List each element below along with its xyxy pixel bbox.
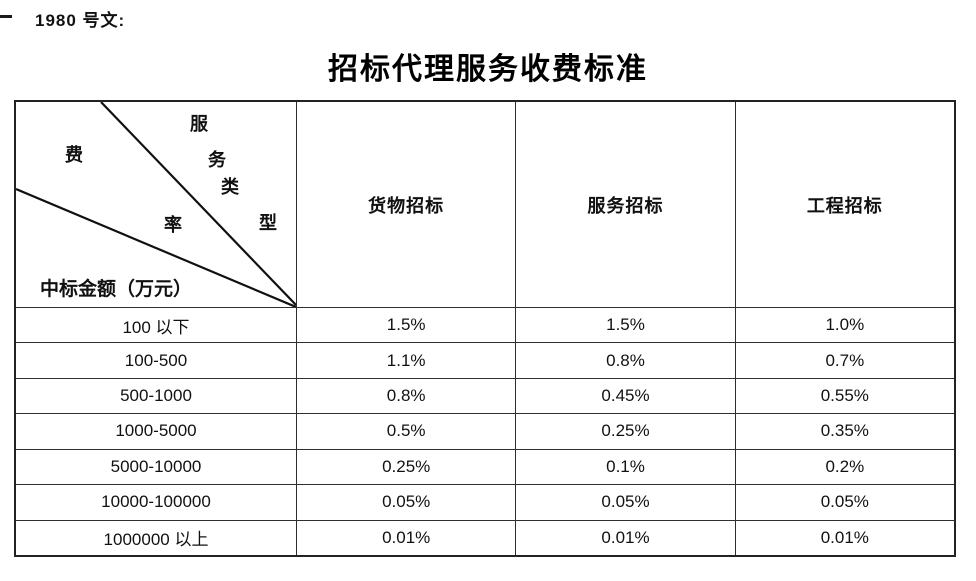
fee-cell: 1.5%	[296, 307, 516, 343]
fee-cell: 0.25%	[296, 448, 516, 485]
fee-cell: 0.2%	[734, 448, 954, 485]
fee-cell: 0.25%	[515, 413, 735, 449]
corner-label-service-char-4: 型	[259, 213, 277, 233]
column-header-engineering: 工程招标	[734, 102, 954, 307]
row-range: 100 以下	[16, 307, 296, 342]
fee-cell: 0.55%	[734, 377, 954, 414]
fee-cell: 0.7%	[734, 342, 954, 378]
corner-amount-label: 中标金额（万元）	[40, 279, 193, 300]
fee-cell: 0.01%	[515, 519, 735, 555]
diagonal-corner-cell: 费 率 服 务 类 型 中标金额（万元）	[16, 102, 296, 307]
column-header-service: 服务招标	[515, 102, 734, 307]
corner-label-service-char-2: 务	[208, 150, 226, 170]
fee-cell: 0.05%	[734, 484, 954, 520]
fee-cell: 1.0%	[734, 307, 954, 343]
column-header-goods: 货物招标	[296, 102, 515, 307]
fee-cell: 1.1%	[296, 342, 516, 378]
fee-cell: 0.45%	[515, 377, 735, 414]
row-range: 5000-10000	[16, 448, 296, 484]
corner-label-fee: 费	[65, 145, 83, 165]
fee-cell: 0.05%	[296, 484, 516, 520]
fee-cell: 0.5%	[296, 413, 516, 449]
scan-artifact-mark	[0, 15, 12, 18]
diagonal-lines	[16, 102, 296, 307]
row-range: 100-500	[16, 342, 296, 377]
fee-cell: 0.8%	[515, 342, 735, 378]
fee-standard-table: 费 率 服 务 类 型 中标金额（万元） 货物招标 服务招标 工程招标 100 …	[14, 100, 956, 557]
fee-cell: 0.8%	[296, 377, 516, 414]
row-range: 10000-100000	[16, 484, 296, 519]
row-range: 500-1000	[16, 377, 296, 413]
corner-label-service-char-3: 类	[221, 177, 239, 197]
corner-label-rate: 率	[164, 215, 182, 235]
doc-number-label: 1980 号文:	[35, 11, 126, 30]
fee-cell: 0.01%	[296, 519, 516, 555]
fee-cell: 1.5%	[515, 307, 735, 343]
row-range: 1000-5000	[16, 413, 296, 448]
corner-label-service-char-1: 服	[190, 114, 208, 134]
fee-cell: 0.35%	[734, 413, 954, 449]
page-title: 招标代理服务收费标准	[328, 53, 648, 86]
fee-cell: 0.1%	[515, 448, 735, 485]
fee-cell: 0.01%	[734, 519, 954, 555]
row-range: 1000000 以上	[16, 519, 296, 555]
fee-cell: 0.05%	[515, 484, 735, 520]
